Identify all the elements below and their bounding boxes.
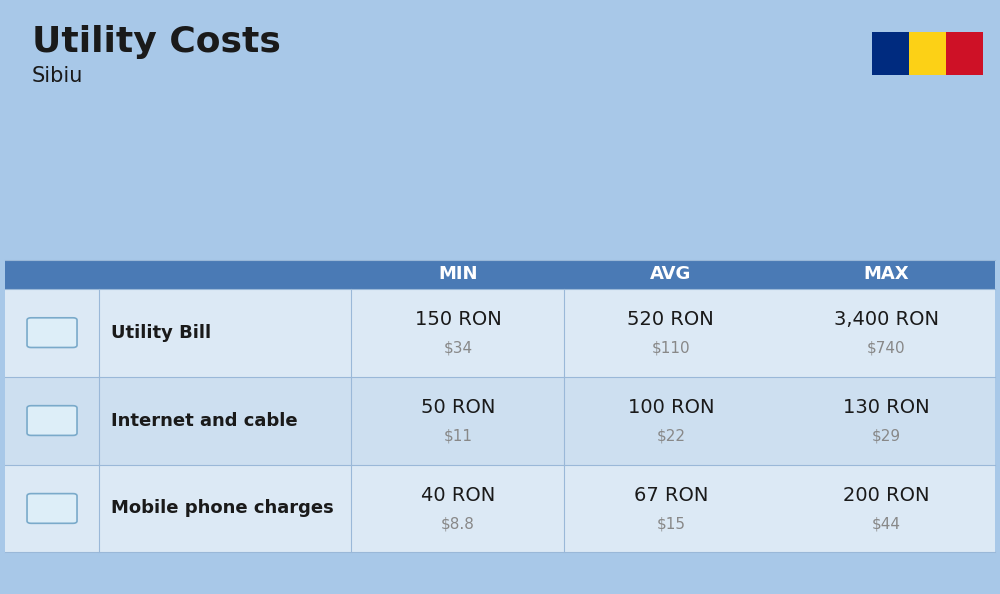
Text: $44: $44 [872, 516, 901, 532]
Text: 150 RON: 150 RON [415, 310, 501, 329]
Text: MAX: MAX [863, 266, 909, 283]
Text: $22: $22 [656, 428, 685, 444]
FancyBboxPatch shape [872, 32, 909, 75]
Text: 67 RON: 67 RON [634, 486, 708, 505]
Text: $11: $11 [443, 428, 472, 444]
FancyBboxPatch shape [27, 406, 77, 435]
FancyBboxPatch shape [5, 377, 995, 465]
Text: 3,400 RON: 3,400 RON [834, 310, 939, 329]
FancyBboxPatch shape [5, 289, 995, 377]
Text: MIN: MIN [438, 266, 478, 283]
Text: $15: $15 [656, 516, 685, 532]
FancyBboxPatch shape [27, 318, 77, 347]
Text: $110: $110 [651, 340, 690, 356]
Text: $29: $29 [872, 428, 901, 444]
Text: Utility Bill: Utility Bill [111, 324, 211, 342]
Text: 100 RON: 100 RON [628, 398, 714, 417]
Text: 200 RON: 200 RON [843, 486, 929, 505]
FancyBboxPatch shape [946, 32, 983, 75]
FancyBboxPatch shape [5, 465, 995, 552]
Text: Mobile phone charges: Mobile phone charges [111, 500, 334, 517]
Text: 130 RON: 130 RON [843, 398, 929, 417]
Text: $740: $740 [867, 340, 905, 356]
Text: Sibiu: Sibiu [32, 66, 83, 86]
Text: Utility Costs: Utility Costs [32, 24, 281, 59]
Text: $34: $34 [443, 340, 472, 356]
FancyBboxPatch shape [5, 260, 995, 289]
FancyBboxPatch shape [909, 32, 946, 75]
Text: 40 RON: 40 RON [421, 486, 495, 505]
Text: 520 RON: 520 RON [627, 310, 714, 329]
Text: Internet and cable: Internet and cable [111, 412, 298, 429]
Text: 50 RON: 50 RON [421, 398, 495, 417]
Text: $8.8: $8.8 [441, 516, 475, 532]
Text: AVG: AVG [650, 266, 691, 283]
FancyBboxPatch shape [27, 494, 77, 523]
